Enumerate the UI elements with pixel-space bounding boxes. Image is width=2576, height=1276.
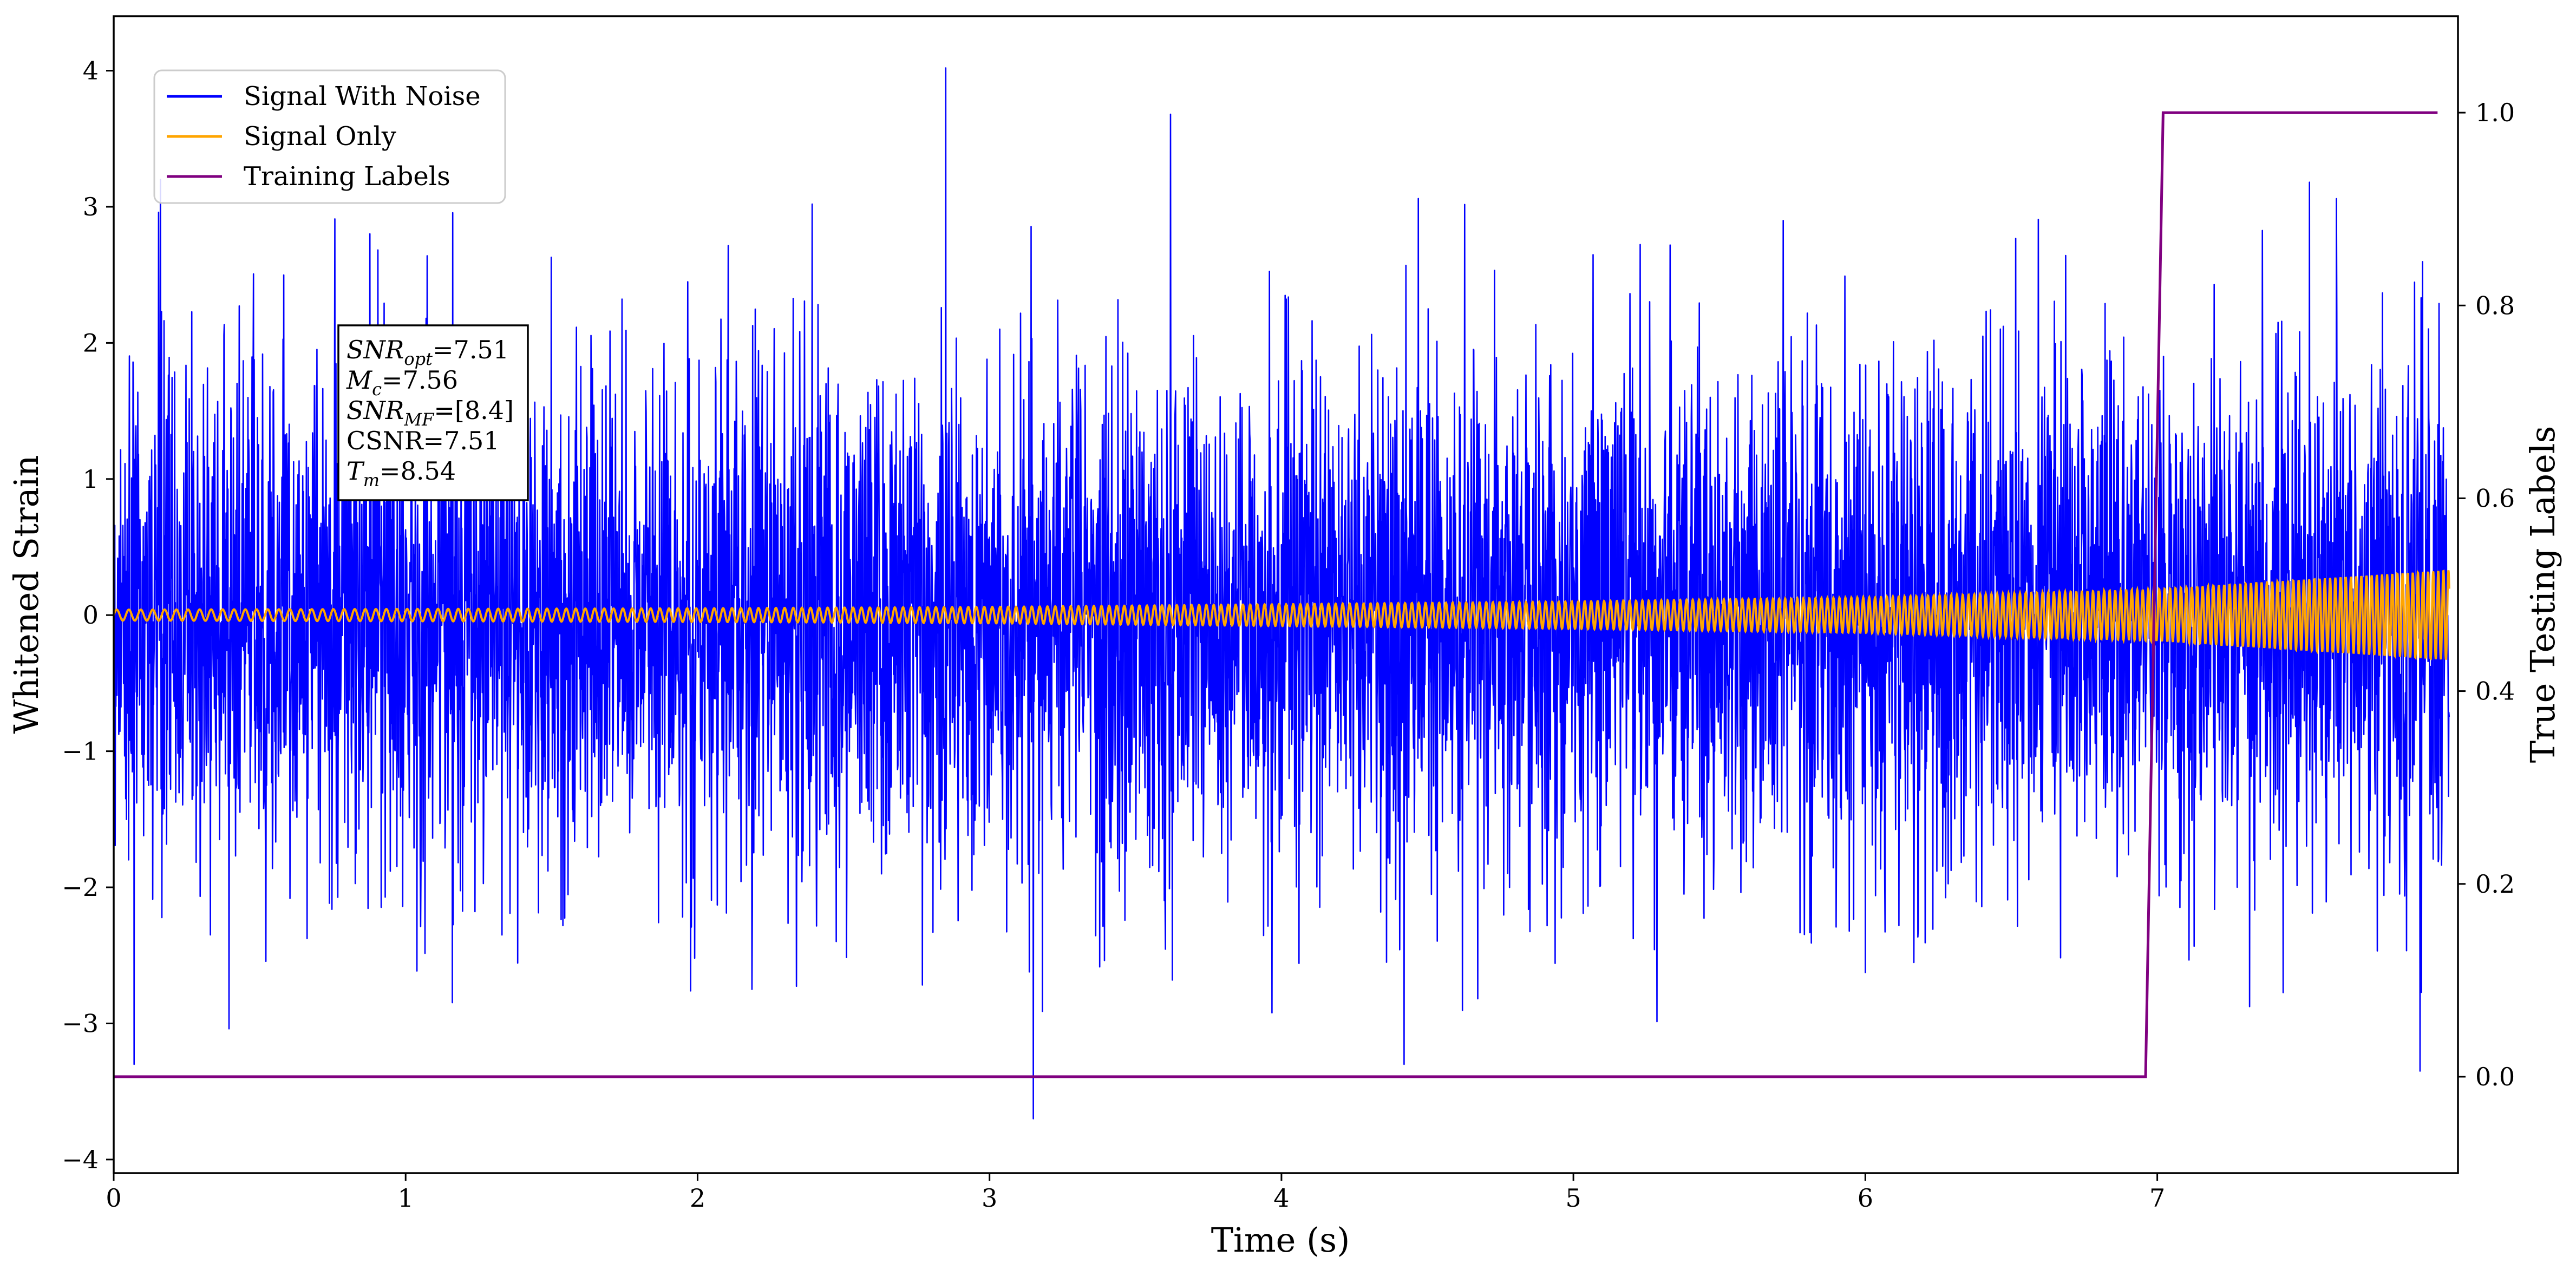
annotation-csnr: CSNR=7.51 bbox=[346, 426, 500, 455]
y-axis-right-label: True Testing Labels bbox=[2523, 426, 2562, 763]
y-tick-label: 1 bbox=[83, 464, 99, 494]
y-tick-label: −4 bbox=[62, 1145, 99, 1174]
y-tick-label: 2 bbox=[83, 328, 99, 357]
y-tick-label: 3 bbox=[83, 192, 99, 221]
y-right-tick-label: 0.0 bbox=[2475, 1062, 2515, 1091]
annotation-tm: Tm=8.54 bbox=[346, 456, 456, 490]
annotation-frame bbox=[337, 324, 529, 501]
x-tick-label: 4 bbox=[1273, 1183, 1289, 1213]
x-tick-label: 7 bbox=[2149, 1183, 2165, 1213]
y-tick-label: −3 bbox=[62, 1009, 99, 1038]
annotation-snr-mf: SNRMF=[8.4] bbox=[346, 396, 514, 430]
plot-frame bbox=[113, 15, 2459, 1174]
y-right-tick-label: 0.4 bbox=[2475, 677, 2515, 706]
x-tick-label: 1 bbox=[398, 1183, 414, 1213]
y-right-tick-label: 0.8 bbox=[2475, 291, 2515, 320]
x-tick-label: 0 bbox=[106, 1183, 121, 1213]
y-right-tick-label: 1.0 bbox=[2475, 98, 2515, 127]
x-tick-label: 6 bbox=[1858, 1183, 1873, 1213]
y-tick-label: 0 bbox=[83, 600, 99, 630]
y-tick-label: −1 bbox=[62, 737, 99, 766]
x-axis-label: Time (s) bbox=[1211, 1220, 1350, 1260]
legend-label-signal-only: Signal Only bbox=[244, 121, 396, 152]
series-signal-with-noise bbox=[114, 67, 2450, 1120]
metrics-annotation: SNRopt=7.51 Mc=7.56 SNRMF=[8.4] CSNR=7.5… bbox=[337, 324, 529, 501]
legend-label-signal-with-noise: Signal With Noise bbox=[244, 81, 481, 112]
x-tick-label: 2 bbox=[690, 1183, 705, 1213]
ticks-layer: 0 1 2 3 4 5 6 7 −4 −3 −2 −1 0 1 2 3 4 0.0 0.2 0.4 0.6 0.8 1.0 bbox=[62, 56, 2515, 1213]
annotation-mc: Mc=7.56 bbox=[346, 365, 458, 400]
legend-label-training-labels: Training Labels bbox=[244, 161, 450, 192]
series-signal-only bbox=[114, 569, 2450, 661]
legend: Signal With Noise Signal Only Training L… bbox=[153, 69, 506, 204]
y-axis-label: Whitened Strain bbox=[6, 455, 46, 734]
x-tick-label: 5 bbox=[1565, 1183, 1581, 1213]
legend-frame bbox=[153, 69, 506, 204]
series-training-labels bbox=[114, 111, 2438, 1078]
annotation-snr-opt: SNRopt=7.51 bbox=[346, 335, 509, 369]
series-layer bbox=[114, 67, 2450, 1120]
y-right-tick-label: 0.2 bbox=[2475, 869, 2515, 899]
y-right-tick-label: 0.6 bbox=[2475, 483, 2515, 513]
y-tick-label: 4 bbox=[83, 56, 99, 86]
y-tick-label: −2 bbox=[62, 873, 99, 902]
x-tick-label: 3 bbox=[982, 1183, 997, 1213]
